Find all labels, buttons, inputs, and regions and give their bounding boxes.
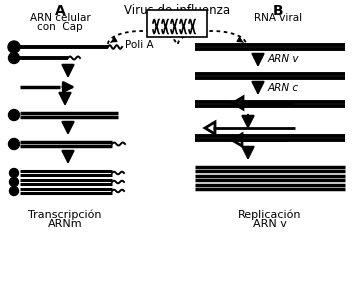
Text: B: B	[273, 4, 283, 18]
Text: con  Cap: con Cap	[37, 22, 83, 32]
Circle shape	[10, 178, 18, 186]
Circle shape	[8, 138, 19, 149]
Text: ARN v: ARN v	[253, 219, 287, 229]
Circle shape	[10, 168, 18, 178]
Text: ARN v: ARN v	[268, 54, 299, 64]
Text: Replicación: Replicación	[238, 209, 302, 220]
Text: ARNm: ARNm	[48, 219, 82, 229]
FancyBboxPatch shape	[147, 10, 207, 37]
Circle shape	[8, 52, 19, 63]
Circle shape	[10, 186, 18, 196]
Text: A: A	[55, 4, 65, 18]
Circle shape	[8, 109, 19, 120]
Text: RNA viral: RNA viral	[254, 13, 302, 23]
Text: Poli A: Poli A	[125, 41, 154, 51]
Text: ARN c: ARN c	[268, 83, 299, 93]
Text: Transcripción: Transcripción	[28, 209, 102, 220]
Text: ARN celular: ARN celular	[30, 13, 90, 23]
Text: Virus de influenza: Virus de influenza	[124, 4, 230, 17]
Circle shape	[8, 41, 20, 53]
